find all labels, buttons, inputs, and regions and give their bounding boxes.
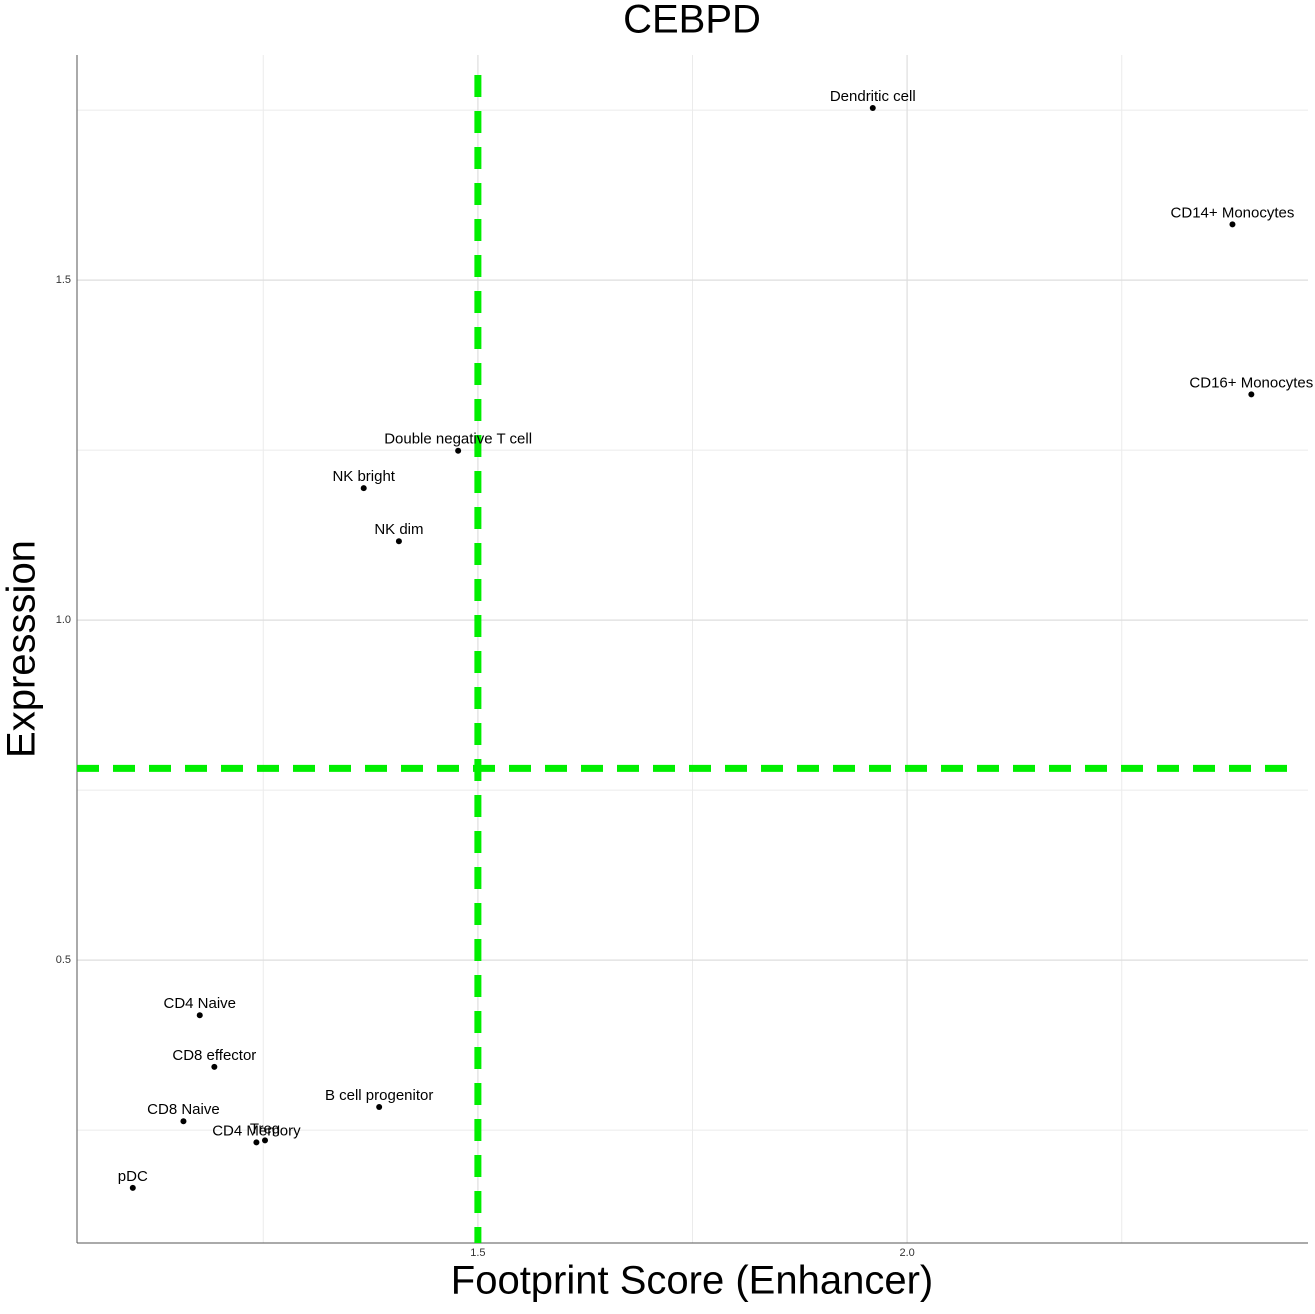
point-label: CD8 effector — [172, 1047, 256, 1064]
y-tick-label: 1.5 — [56, 274, 71, 286]
point — [129, 1184, 136, 1191]
point-label: B cell progenitor — [325, 1087, 433, 1104]
point-label: Double negative T cell — [384, 431, 532, 448]
y-tick-label: 0.5 — [56, 954, 71, 966]
point-label: CD8 Naive — [147, 1101, 220, 1118]
x-axis-label: Footprint Score (Enhancer) — [451, 1259, 933, 1303]
point — [360, 485, 367, 492]
point — [376, 1103, 383, 1110]
point — [253, 1139, 260, 1146]
point-label: CD14+ Monocytes — [1171, 204, 1295, 221]
point — [869, 105, 876, 112]
y-axis-label: Expresssion — [0, 540, 44, 758]
x-tick-label: 1.5 — [470, 1247, 485, 1259]
chart-title: CEBPD — [623, 0, 761, 42]
point — [395, 538, 402, 545]
point-label: Treg — [250, 1120, 280, 1137]
point-label: NK bright — [332, 468, 395, 485]
point-label: Dendritic cell — [830, 88, 916, 105]
point — [261, 1137, 268, 1144]
point-label: CD4 Memory — [212, 1122, 301, 1139]
point — [211, 1063, 218, 1070]
point — [180, 1118, 187, 1125]
point-label: CD16+ Monocytes — [1189, 374, 1313, 391]
point-label: pDC — [118, 1168, 148, 1185]
point-label: CD4 Naive — [163, 995, 236, 1012]
point — [196, 1012, 203, 1019]
point — [1229, 221, 1236, 228]
point — [1248, 391, 1255, 398]
x-tick-label: 2.0 — [899, 1247, 914, 1259]
point-label: NK dim — [374, 521, 423, 538]
point — [455, 447, 462, 454]
y-tick-label: 1.0 — [56, 614, 71, 626]
